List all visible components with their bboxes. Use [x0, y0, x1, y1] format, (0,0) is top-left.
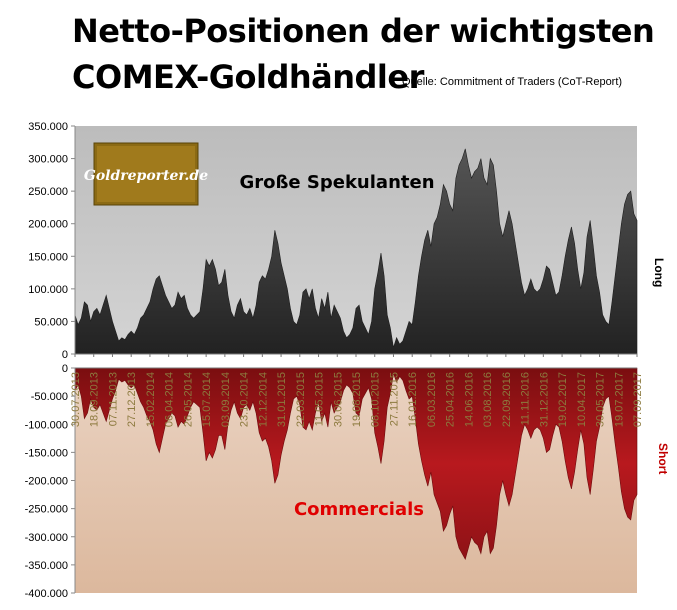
- y-tick-label-bottom: -100.000: [25, 419, 68, 431]
- short-axis-label: Short: [656, 443, 670, 474]
- x-tick-label: 27.11.2015: [388, 372, 400, 426]
- x-tick-label: 15.07.2014: [201, 372, 213, 427]
- y-tick-label-bottom: -50.000: [31, 391, 68, 403]
- x-tick-label: 30.05.2017: [595, 372, 607, 427]
- y-tick-label-top: 100.000: [28, 284, 68, 296]
- long-axis-label: Long: [652, 258, 666, 287]
- y-tick-label-top: 50.000: [34, 316, 68, 328]
- series-label-speculators: Große Spekulanten: [239, 172, 434, 193]
- x-tick-label: 10.04.2017: [576, 372, 588, 427]
- y-tick-label-bottom: -150.000: [25, 447, 68, 459]
- x-tick-label: 22.03.2015: [295, 372, 307, 427]
- y-tick-label-bottom: -300.000: [25, 532, 68, 544]
- x-tick-label: 31.01.2015: [276, 372, 288, 427]
- x-tick-label: 06.04.2014: [164, 372, 176, 427]
- source-note: Quelle: Commitment of Traders (CoT-Repor…: [402, 76, 623, 88]
- x-tick-label: 25.04.2016: [445, 372, 457, 427]
- x-tick-label: 14.06.2016: [463, 372, 475, 427]
- y-tick-label-top: 350.000: [28, 121, 68, 133]
- y-tick-label-top: 150.000: [28, 251, 68, 263]
- x-tick-label: 03.09.2014: [220, 372, 232, 427]
- series-area-commercials: [74, 367, 638, 561]
- x-tick-label: 03.08.2016: [482, 372, 494, 427]
- x-tick-label: 19.07.2017: [613, 372, 625, 427]
- x-tick-label: 30.07.2013: [70, 372, 82, 427]
- y-tick-label-bottom: -400.000: [25, 588, 68, 600]
- series-area-speculators: [74, 148, 638, 355]
- x-tick-label: 30.06.2015: [332, 372, 344, 427]
- x-tick-label: 23.10.2014: [239, 372, 251, 427]
- x-tick-label: 11.11.2016: [520, 372, 532, 425]
- series-label-commercials: Commercials: [294, 499, 424, 520]
- x-tick-label: 22.09.2016: [501, 372, 513, 427]
- y-tick-label-top: 200.000: [28, 219, 68, 231]
- x-tick-label: 12.12.2014: [257, 372, 269, 427]
- x-tick-label: 26.05.2014: [182, 372, 194, 427]
- x-tick-label: 18.09.2013: [89, 372, 101, 427]
- x-tick-label: 06.03.2016: [426, 372, 438, 427]
- chart-title-line1: Netto-Positionen der wichtigsten: [72, 12, 655, 50]
- y-tick-label-top: 250.000: [28, 186, 68, 198]
- logo-badge: Goldreporter.de: [84, 142, 208, 206]
- x-tick-label: 15.02.2014: [145, 372, 157, 427]
- x-tick-label: 27.12.2013: [126, 372, 138, 427]
- x-tick-label: 16.01.2016: [407, 372, 419, 427]
- y-tick-label-bottom: -250.000: [25, 504, 68, 516]
- x-tick-label: 11.05.2015: [314, 372, 326, 426]
- y-tick-label-top: 0: [62, 349, 68, 361]
- x-tick-label: 07.11.2013: [107, 372, 119, 426]
- x-tick-label: 07.09.2017: [632, 372, 644, 427]
- x-tick-label: 19.08.2015: [351, 372, 363, 427]
- y-tick-label-bottom: -350.000: [25, 560, 68, 572]
- chart-title-line2: COMEX-Goldhändler: [72, 58, 424, 96]
- x-tick-label: 19.02.2017: [557, 372, 569, 427]
- logo-text: Goldreporter.de: [84, 168, 208, 184]
- x-tick-label: 08.10.2015: [370, 372, 382, 427]
- y-tick-label-top: 300.000: [28, 154, 68, 166]
- y-tick-label-bottom: 0: [62, 363, 68, 375]
- y-tick-label-bottom: -200.000: [25, 476, 68, 488]
- x-tick-label: 31.12.2016: [538, 372, 550, 427]
